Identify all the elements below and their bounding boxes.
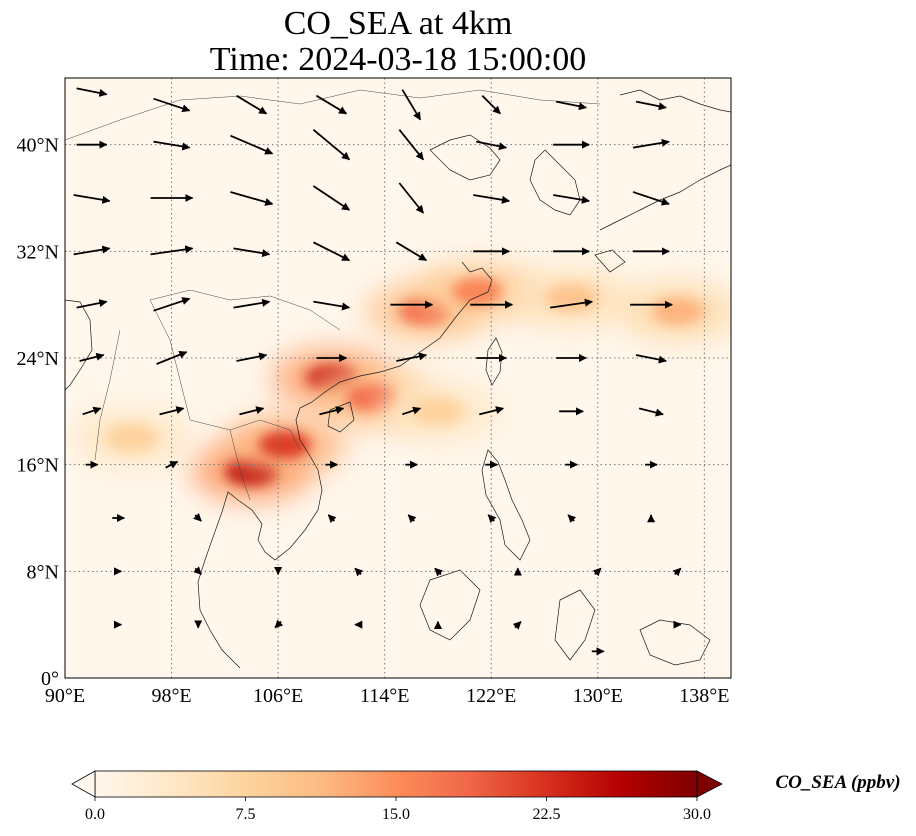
wind-arrow <box>398 182 425 214</box>
wind-arrow <box>592 567 602 577</box>
colorbar-min-extend <box>71 770 96 798</box>
y-tick-label: 16°N <box>17 455 59 477</box>
wind-arrow <box>153 97 191 113</box>
wind-arrow <box>635 100 667 111</box>
wind-arrow <box>672 567 682 577</box>
wind-arrow <box>481 95 501 115</box>
x-tick-label: 114°E <box>360 685 409 707</box>
wind-arrow <box>193 512 202 522</box>
wind-arrow <box>395 241 428 262</box>
wind-arrow <box>407 514 417 524</box>
plume-core-6 <box>545 284 598 312</box>
wind-arrow <box>312 128 351 161</box>
wind-arrow <box>550 298 593 309</box>
wind-arrow <box>233 298 271 309</box>
wind-arrow <box>156 350 188 365</box>
wind-arrow <box>398 129 425 161</box>
wind-arrow <box>236 94 268 115</box>
wind-arrow <box>632 138 670 149</box>
plume-core-9 <box>411 397 464 426</box>
x-tick-label: 106°E <box>253 685 303 707</box>
wind-arrow <box>487 514 497 524</box>
wind-arrow <box>553 194 590 204</box>
wind-arrow <box>233 247 271 258</box>
wind-arrow <box>230 134 274 155</box>
colorbar-tick-label: 15.0 <box>382 806 410 823</box>
plume-core-1 <box>258 430 311 459</box>
colorbar-ticks: 0.0 7.5 15.0 22.5 30.0 <box>85 797 711 823</box>
wind-arrow <box>76 299 108 309</box>
y-tick-labels: 0° 8°N 16°N 24°N 32°N 40°N <box>17 135 59 690</box>
wind-arrow <box>396 352 428 362</box>
wind-arrow <box>230 191 274 206</box>
x-tick-labels: 90°E 98°E 106°E 114°E 122°E 130°E 138°E <box>45 685 730 707</box>
wind-arrow <box>312 241 351 262</box>
colorbar-tick-label: 22.5 <box>533 806 561 823</box>
wind-arrow <box>150 245 194 256</box>
x-tick-label: 98°E <box>151 685 191 707</box>
chart-subtitle-time: Time: 2024-03-18 15:00:00 <box>210 41 587 78</box>
wind-arrow <box>479 406 505 416</box>
wind-arrow <box>239 406 265 416</box>
wind-vectors <box>73 87 682 656</box>
wind-arrow <box>236 352 268 362</box>
wind-arrow <box>193 566 202 575</box>
wind-arrow <box>354 567 364 577</box>
wind-arrow <box>555 100 587 111</box>
y-tick-label: 0° <box>41 668 59 690</box>
concentration-field <box>71 261 731 502</box>
x-tick-label: 122°E <box>466 685 516 707</box>
wind-arrow <box>434 567 443 577</box>
graticule <box>65 78 731 678</box>
wind-arrow <box>153 297 191 312</box>
plume-core-7 <box>651 297 704 326</box>
y-tick-label: 8°N <box>27 561 59 583</box>
wind-arrow <box>312 185 351 211</box>
colorbar-tick-label: 7.5 <box>236 806 256 823</box>
wind-arrow <box>635 354 667 364</box>
wind-arrow <box>274 619 284 629</box>
colorbar: 0.0 7.5 15.0 22.5 30.0 CO_SEA (ppbv) <box>71 770 901 823</box>
wind-arrow <box>315 94 348 115</box>
wind-arrow <box>73 245 111 256</box>
y-tick-label: 32°N <box>17 241 59 263</box>
y-tick-label: 24°N <box>17 348 59 370</box>
colorbar-tick-label: 0.0 <box>85 806 105 823</box>
plot-frame <box>64 77 732 679</box>
colorbar-gradient <box>94 770 698 798</box>
wind-arrow <box>76 87 108 97</box>
wind-arrow <box>327 514 337 524</box>
wind-arrow <box>82 406 102 416</box>
wind-arrow <box>632 191 670 206</box>
x-tick-label: 90°E <box>45 685 85 707</box>
x-tick-label: 130°E <box>573 685 623 707</box>
chart-title: CO_SEA at 4km <box>284 5 513 42</box>
map-plot-area <box>65 78 731 678</box>
wind-arrow <box>638 407 664 417</box>
wind-arrow <box>313 300 351 311</box>
colorbar-tick-label: 30.0 <box>683 806 711 823</box>
wind-arrow <box>153 140 191 151</box>
wind-arrow <box>567 514 577 524</box>
wind-arrow <box>473 194 511 204</box>
wind-arrow <box>476 140 508 151</box>
plume-core-5 <box>451 277 504 306</box>
colorbar-label: CO_SEA (ppbv) <box>775 772 900 793</box>
x-tick-label: 138°E <box>679 685 729 707</box>
y-tick-label: 40°N <box>17 135 59 157</box>
wind-arrow <box>401 89 422 121</box>
plume-core-8 <box>105 424 158 452</box>
colorbar-max-extend <box>696 770 723 798</box>
wind-arrow <box>402 406 422 416</box>
wind-arrow <box>79 352 105 362</box>
coastlines <box>65 89 731 669</box>
country-borders <box>65 89 601 501</box>
wind-arrow <box>319 406 345 416</box>
wind-arrow <box>165 460 179 469</box>
wind-arrow <box>159 406 185 416</box>
wind-arrow <box>73 194 111 204</box>
wind-arrow <box>512 621 522 630</box>
